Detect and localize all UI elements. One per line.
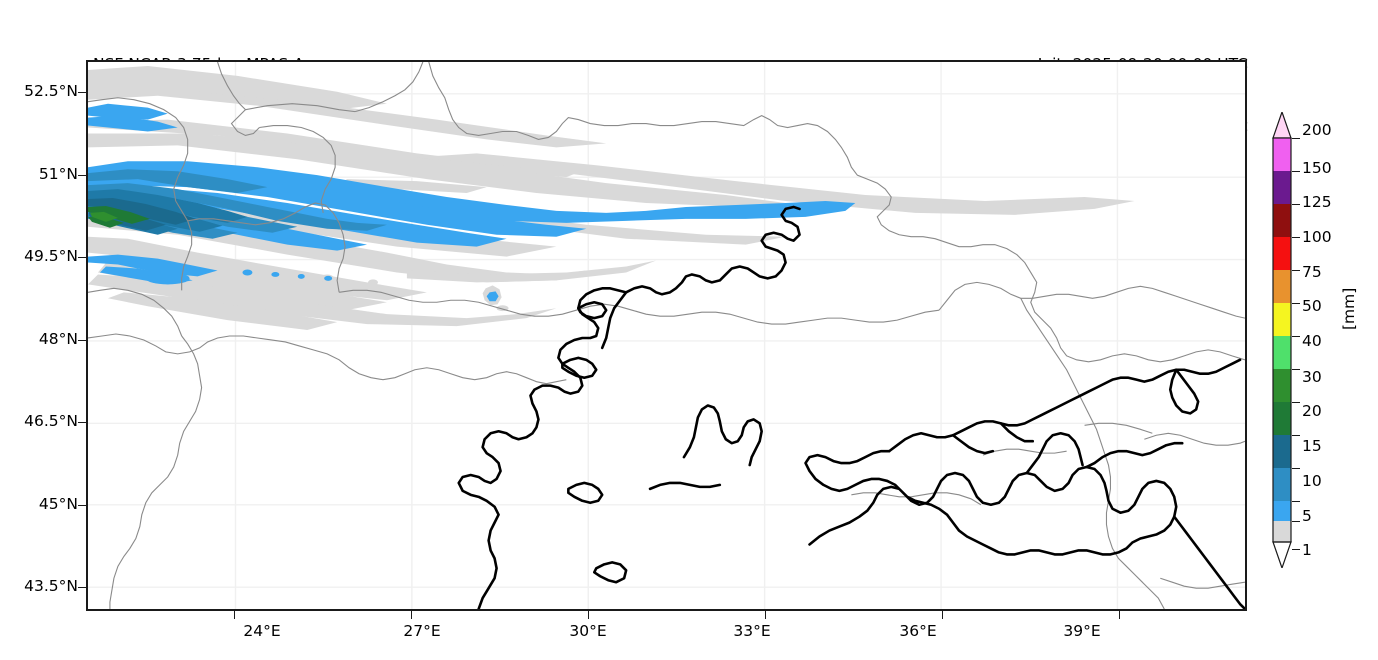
colorbar-tick [1292,237,1300,239]
xtick-mark [234,611,235,619]
ytick-mark [78,340,86,341]
colorbar-tick [1292,402,1300,404]
xtick-label-36E: 36°E [899,622,937,640]
ytick-label-45N: 45°N [38,495,78,513]
colorbar-unit-label: [mm] [1340,287,1358,330]
colorbar-label-20: 20 [1302,402,1322,420]
colorbar-tick [1292,501,1300,503]
colorbar-tick [1292,435,1300,437]
precip-shading-30mm [88,205,150,228]
colorbar-tick [1292,138,1300,140]
colorbar-tick [1292,171,1300,173]
xtick-mark [942,611,943,619]
colorbar-label-15: 15 [1302,437,1322,455]
map-panel[interactable] [86,60,1247,611]
colorbar-label-125: 125 [1302,193,1332,211]
gridlines [88,62,1245,609]
colorbar-tick [1292,521,1300,523]
ytick-label-43-5N: 43.5°N [24,577,78,595]
ytick-mark [78,92,86,93]
colorbar-tick [1292,369,1300,371]
colorbar-label-100: 100 [1302,228,1332,246]
ytick-mark [78,587,86,588]
colorbar-label-40: 40 [1302,332,1322,350]
colorbar-tick [1292,468,1300,470]
colorbar-label-50: 50 [1302,297,1322,315]
map-canvas [88,62,1245,609]
colorbar-label-5: 5 [1302,507,1312,525]
colorbar-label-1: 1 [1302,541,1312,559]
xtick-mark [1119,611,1120,619]
xtick-label-33E: 33°E [733,622,771,640]
ytick-mark [78,422,86,423]
colorbar-label-75: 75 [1302,263,1322,281]
coastline [457,205,1245,609]
colorbar-label-30: 30 [1302,368,1322,386]
colorbar-label-10: 10 [1302,472,1322,490]
ytick-mark [78,257,86,258]
colorbar-swatches [1272,112,1292,568]
xtick-label-39E: 39°E [1063,622,1101,640]
xtick-mark [765,611,766,619]
colorbar-tick [1292,336,1300,338]
xtick-mark [411,611,412,619]
colorbar-tick [1292,303,1300,305]
xtick-label-30E: 30°E [569,622,607,640]
ytick-mark [78,175,86,176]
colorbar-tick [1292,549,1300,551]
ytick-mark [78,505,86,506]
colorbar-tick [1292,204,1300,206]
ytick-label-52-5N: 52.5°N [24,82,78,100]
colorbar-label-150: 150 [1302,159,1332,177]
xtick-mark [588,611,589,619]
colorbar-label-200: 200 [1302,121,1332,139]
ytick-label-49-5N: 49.5°N [24,247,78,265]
precip-shading-40mm [89,211,118,222]
colorbar-tick [1292,270,1300,272]
ytick-label-51N: 51°N [38,165,78,183]
colorbar[interactable] [1272,112,1292,568]
ytick-label-46-5N: 46.5°N [24,412,78,430]
xtick-label-24E: 24°E [243,622,281,640]
xtick-label-27E: 27°E [403,622,441,640]
country-borders [88,62,1245,609]
ytick-label-48N: 48°N [38,330,78,348]
